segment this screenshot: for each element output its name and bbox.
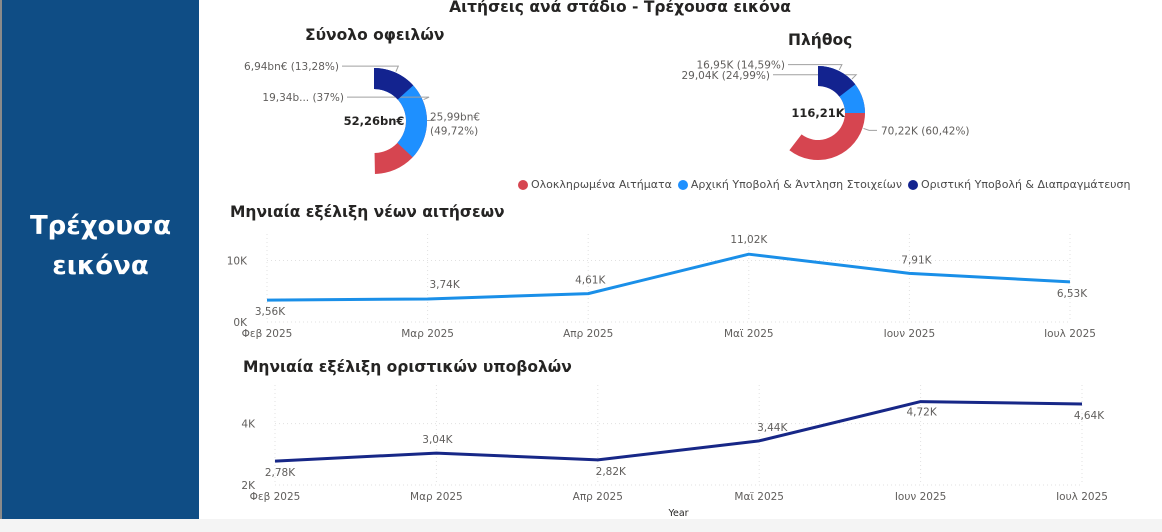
x-tick-label: Ιουν 2025	[884, 328, 936, 340]
legend-label: Αρχική Υποβολή & Άντληση Στοιχείων	[690, 178, 902, 191]
line-chart-final-submissions: 2K 4K 2,78K 3,04K 2,82K 3,44K 4,72K 4,64K Φεβ 20…	[241, 385, 1108, 519]
x-tick-label: Φεβ 2025	[250, 491, 301, 503]
legend-label: Ολοκληρωμένα Αιτήματα	[531, 178, 672, 191]
leader-line	[773, 74, 858, 80]
x-tick-label: Απρ 2025	[573, 491, 623, 503]
x-tick-label: Μαρ 2025	[401, 328, 454, 340]
donut-chart-debt: 25,99bn€ (49,72%) 19,34b... (37%) 6,94bn€ (…	[244, 61, 480, 174]
data-label: 3,74K	[429, 279, 460, 291]
legend-dot-blue	[677, 179, 688, 190]
y-tick-label: 0K	[233, 317, 248, 329]
x-tick-label: Μαρ 2025	[410, 491, 463, 503]
legend-item-initial[interactable]: Αρχική Υποβολή & Άντληση Στοιχείων	[677, 178, 902, 191]
x-tick-label: Μαϊ 2025	[734, 491, 784, 503]
line2-title: Μηνιαία εξέλιξη οριστικών υποβολών	[243, 358, 572, 376]
bottom-strip	[0, 519, 1162, 532]
y-tick-label: 2K	[241, 480, 256, 492]
donut-chart-count: 70,22K (60,42%) 29,04K (24,99%)16,95K (14…	[681, 60, 970, 160]
leader-line	[342, 65, 400, 72]
slice-label: 6,94bn€ (13,28%)	[244, 61, 339, 73]
legend-dot-red	[518, 179, 528, 190]
data-label: 4,61K	[575, 275, 606, 287]
data-label: 11,02K	[730, 234, 768, 246]
x-tick-label: Ιουν 2025	[895, 491, 947, 503]
legend-label: Οριστική Υποβολή & Διαπραγμάτευση	[920, 178, 1131, 191]
data-label: 3,56K	[255, 306, 286, 318]
x-tick-label: Φεβ 2025	[242, 328, 293, 340]
legend: Ολοκληρωμένα Αιτήματα Αρχική Υποβολή & Ά…	[518, 178, 1136, 191]
slice-label: 70,22K (60,42%)	[881, 125, 970, 137]
slice-label: 25,99bn€	[430, 111, 480, 123]
x-axis-title: Year	[667, 508, 688, 519]
data-label: 4,72K	[906, 407, 937, 419]
x-tick-label: Απρ 2025	[563, 328, 613, 340]
donut-center-label: 116,21K	[791, 106, 845, 120]
data-label: 3,04K	[422, 434, 453, 446]
series-line[interactable]	[274, 400, 1083, 463]
leader-line	[347, 96, 430, 101]
legend-item-final[interactable]: Οριστική Υποβολή & Διαπραγμάτευση	[907, 178, 1131, 191]
x-tick-label: Ιουλ 2025	[1056, 491, 1108, 503]
sidebar-panel: Τρέχουσα εικόνα	[2, 0, 199, 532]
series-line[interactable]	[266, 252, 1071, 302]
data-label: 2,82K	[596, 466, 627, 478]
data-label: 6,53K	[1057, 288, 1088, 300]
leader-line	[863, 127, 877, 131]
data-label: 4,64K	[1074, 410, 1105, 422]
donut-slice[interactable]	[374, 68, 414, 100]
donut-center-label: 52,26bn€	[344, 114, 405, 128]
left-edge	[0, 0, 2, 532]
sidebar-title: Τρέχουσα εικόνα	[29, 211, 172, 281]
donut-slice[interactable]	[818, 66, 856, 97]
y-tick-label: 10K	[227, 255, 248, 267]
legend-item-completed[interactable]: Ολοκληρωμένα Αιτήματα	[518, 178, 672, 191]
slice-label: 29,04K (24,99%)	[681, 70, 770, 82]
y-tick-label: 4K	[241, 419, 256, 431]
x-tick-label: Μαϊ 2025	[724, 328, 774, 340]
leader-line	[788, 64, 843, 71]
data-label: 7,91K	[901, 254, 932, 266]
slice-label: (49,72%)	[430, 125, 478, 137]
data-label: 2,78K	[265, 467, 296, 479]
data-label: 3,44K	[757, 422, 788, 434]
legend-dot-navy	[907, 179, 918, 190]
x-tick-label: Ιουλ 2025	[1044, 328, 1096, 340]
page-title: Αιτήσεις ανά στάδιο - Τρέχουσα εικόνα	[449, 0, 791, 16]
donut1-title: Σύνολο οφειλών	[305, 26, 445, 44]
donut2-title: Πλήθος	[788, 31, 853, 49]
slice-label: 16,95K (14,59%)	[696, 60, 785, 72]
line1-title: Μηνιαία εξέλιξη νέων αιτήσεων	[230, 203, 505, 221]
slice-label: 19,34b... (37%)	[262, 92, 344, 104]
line-chart-new-requests: 0K 10K 3,56K 3,74K 4,61K 11,02K 7,91K 6,53K Φεβ …	[227, 234, 1096, 340]
